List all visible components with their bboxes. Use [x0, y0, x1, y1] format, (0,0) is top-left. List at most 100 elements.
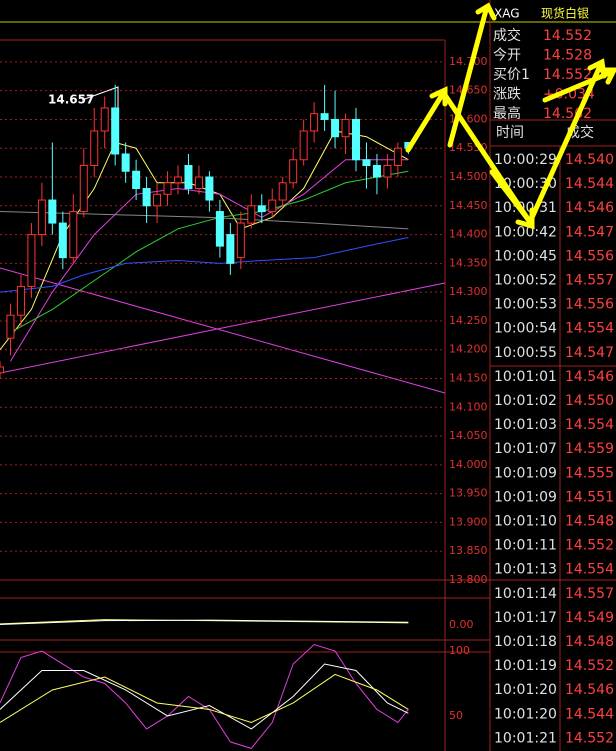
y-tick-label: 14.350: [449, 256, 488, 269]
trade-price: 14.540: [565, 152, 614, 168]
candle-body: [205, 176, 214, 201]
candle-body: [289, 159, 298, 184]
trade-price: 14.556: [565, 297, 614, 313]
candle-body: [132, 170, 141, 190]
trade-time: 10:00:54: [494, 321, 557, 337]
trade-time: 10:01:03: [494, 417, 557, 433]
trade-price: 14.552: [565, 538, 614, 554]
candle-body: [16, 285, 25, 316]
trade-time: 10:01:17: [494, 610, 557, 626]
indicator-line: [0, 663, 409, 730]
y-tick-label: 14.650: [449, 84, 488, 97]
trade-price: 14.546: [565, 200, 614, 216]
trade-price: 14.554: [565, 417, 614, 433]
candle-body: [268, 199, 277, 213]
trade-time: 10:00:45: [494, 248, 557, 264]
trend-line: [0, 267, 446, 394]
trade-time: 10:00:29: [494, 152, 557, 168]
trade-price: 14.554: [565, 562, 614, 578]
y-tick-label: 14.000: [449, 458, 488, 471]
quote-label: 买价1: [493, 67, 530, 83]
candle-body: [310, 113, 319, 132]
y-tick-label: 14.450: [449, 199, 488, 212]
candle-body: [90, 130, 99, 167]
trade-time: 10:00:53: [494, 297, 557, 313]
symbol: XAG: [494, 7, 520, 21]
trade-time: 10:01:10: [494, 514, 557, 530]
y-tick-label: 13.900: [449, 515, 488, 528]
candle-body: [111, 107, 120, 155]
y-tick-label: 50: [449, 709, 463, 722]
arrows: [405, 2, 616, 230]
y-tick-label: 100: [449, 644, 470, 657]
candle-body: [174, 176, 182, 184]
instrument-name: 现货白银: [541, 6, 589, 21]
candle-body: [331, 118, 340, 138]
indicator-line: [0, 619, 409, 625]
y-tick-label: 14.100: [449, 400, 488, 413]
candle-body: [341, 118, 350, 138]
trade-price: 14.552: [565, 658, 614, 674]
trade-time: 10:01:07: [494, 441, 557, 457]
trade-time: 10:01:11: [494, 538, 557, 554]
trade-price: 14.550: [565, 393, 614, 409]
candle-body: [299, 130, 308, 161]
quote-value: +0.034: [543, 87, 595, 103]
annotation: 14.657: [48, 93, 94, 107]
candle-body: [0, 366, 4, 374]
trade-price: 14.554: [565, 321, 614, 337]
candle-body: [247, 205, 256, 224]
trade-price: 14.556: [565, 248, 614, 264]
trade-price: 14.546: [565, 682, 614, 698]
candle-body: [79, 165, 88, 213]
y-tick-label: 14.250: [449, 314, 488, 327]
trade-price: 14.546: [565, 369, 614, 385]
y-tick-label: 14.400: [449, 228, 488, 241]
y-tick-label: 0.00: [449, 618, 474, 631]
trade-time: 10:01:18: [494, 634, 557, 650]
quote-value: 14.562: [543, 106, 592, 122]
trade-time: 10:01:13: [494, 562, 557, 578]
trend-line: [0, 282, 446, 374]
candle-body: [100, 107, 109, 132]
candle-body: [362, 159, 371, 167]
indicator-line: [10, 170, 409, 333]
trade-price: 14.549: [565, 610, 614, 626]
y-tick-label: 13.800: [449, 573, 488, 586]
candle-body: [27, 234, 36, 287]
indicator-line: [0, 236, 409, 293]
y-tick-label: 13.850: [449, 544, 488, 557]
candle-body: [236, 222, 245, 259]
quote-label: 今开: [493, 48, 521, 64]
candle-body: [153, 193, 162, 207]
quote-label: 成交: [493, 27, 521, 44]
candle-body: [58, 222, 67, 259]
trade-price: 14.544: [565, 706, 614, 722]
candle-body: [372, 165, 381, 178]
candle-body: [215, 211, 224, 247]
trade-price: 14.548: [565, 634, 614, 650]
y-tick-label: 14.150: [449, 372, 488, 385]
trade-price: 14.557: [565, 273, 614, 289]
candle-body: [278, 182, 287, 201]
trade-price: 14.551: [565, 489, 614, 505]
candle-body: [69, 211, 78, 259]
trade-price: 14.559: [565, 441, 614, 457]
candle-body: [393, 147, 402, 167]
y-tick-label: 13.950: [449, 487, 488, 500]
trade-time: 10:00:55: [494, 345, 557, 361]
trade-time: 10:01:20: [494, 682, 557, 698]
candle-body: [163, 182, 172, 195]
trades-header: 时间: [496, 125, 524, 141]
trade-price: 14.547: [565, 224, 614, 240]
trade-time: 10:01:19: [494, 658, 557, 674]
candle-body: [320, 113, 329, 120]
trade-price: 14.552: [565, 730, 614, 746]
y-tick-label: 14.300: [449, 285, 488, 298]
trade-time: 10:00:31: [494, 200, 557, 216]
quote-value: 14.552: [543, 28, 592, 44]
candle-body: [37, 199, 46, 236]
y-tick-label: 14.700: [449, 55, 488, 68]
candle-body: [257, 205, 266, 213]
